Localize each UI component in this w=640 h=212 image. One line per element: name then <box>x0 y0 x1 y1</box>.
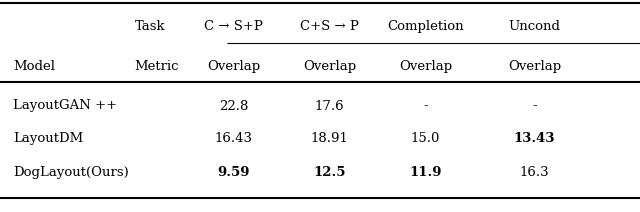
Text: C+S → P: C+S → P <box>300 20 359 33</box>
Text: Completion: Completion <box>387 20 464 33</box>
Text: 18.91: 18.91 <box>310 132 349 145</box>
Text: C → S+P: C → S+P <box>204 20 263 33</box>
Text: Metric: Metric <box>134 60 179 73</box>
Text: Overlap: Overlap <box>399 60 452 73</box>
Text: -: - <box>423 99 428 113</box>
Text: 11.9: 11.9 <box>410 166 442 179</box>
Text: Model: Model <box>13 60 55 73</box>
Text: -: - <box>532 99 537 113</box>
Text: Overlap: Overlap <box>207 60 260 73</box>
Text: Task: Task <box>134 20 165 33</box>
Text: DogLayout(Ours): DogLayout(Ours) <box>13 166 129 179</box>
Text: Overlap: Overlap <box>508 60 561 73</box>
Text: 16.43: 16.43 <box>214 132 253 145</box>
Text: 15.0: 15.0 <box>411 132 440 145</box>
Text: LayoutGAN ++: LayoutGAN ++ <box>13 99 117 113</box>
Text: 9.59: 9.59 <box>218 166 250 179</box>
Text: 12.5: 12.5 <box>314 166 346 179</box>
Text: 22.8: 22.8 <box>219 99 248 113</box>
Text: LayoutDM: LayoutDM <box>13 132 83 145</box>
Text: 13.43: 13.43 <box>514 132 555 145</box>
Text: 17.6: 17.6 <box>315 99 344 113</box>
Text: 16.3: 16.3 <box>520 166 549 179</box>
Text: Uncond: Uncond <box>508 20 561 33</box>
Text: Overlap: Overlap <box>303 60 356 73</box>
